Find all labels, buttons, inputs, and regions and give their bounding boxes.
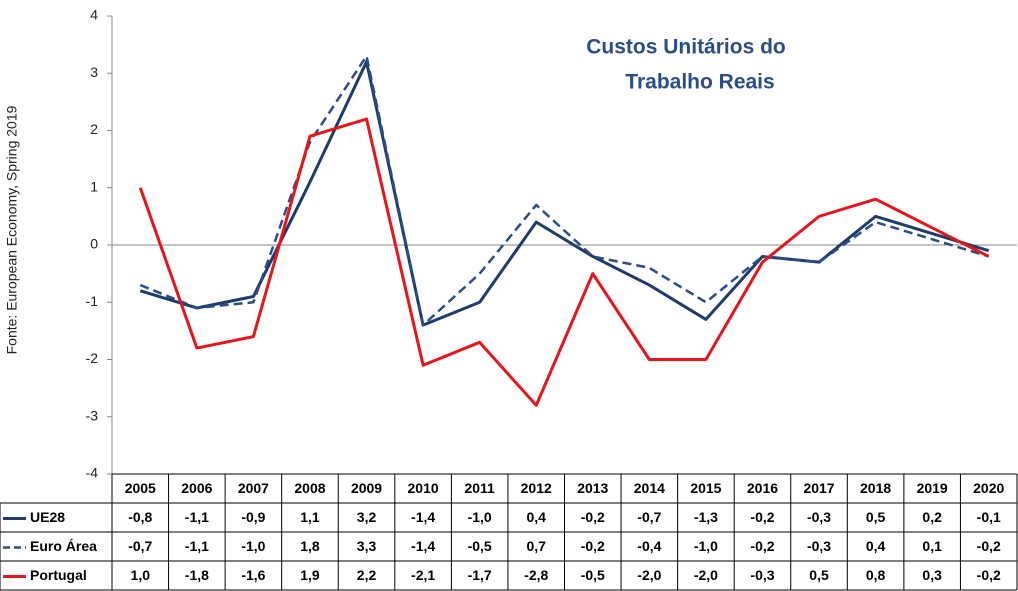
legend-label: Portugal xyxy=(30,567,87,583)
table-value: -0,8 xyxy=(128,509,152,525)
y-tick-label: 2 xyxy=(90,121,98,137)
table-value: 0,3 xyxy=(922,567,942,583)
table-value: -0,2 xyxy=(977,567,1001,583)
table-value: -1,0 xyxy=(241,538,265,554)
x-tick-label: 2016 xyxy=(747,480,778,496)
y-tick-label: -2 xyxy=(86,350,99,366)
table-value: -0,5 xyxy=(581,567,605,583)
x-tick-label: 2005 xyxy=(125,480,156,496)
table-value: -1,4 xyxy=(411,538,435,554)
chart-title: Custos Unitários do xyxy=(586,36,786,59)
y-tick-label: -1 xyxy=(86,293,99,309)
y-axis-label: Fonte: European Economy, Spring 2019 xyxy=(4,105,20,354)
table-value: -2,0 xyxy=(637,567,661,583)
table-value: 0,7 xyxy=(526,538,546,554)
table-value: -0,2 xyxy=(581,538,605,554)
y-tick-label: 1 xyxy=(90,178,98,194)
y-tick-label: 4 xyxy=(90,7,98,23)
table-value: -0,7 xyxy=(637,509,661,525)
table-value: -2,8 xyxy=(524,567,548,583)
x-tick-label: 2018 xyxy=(860,480,891,496)
series-line xyxy=(138,117,990,407)
table-value: -0,7 xyxy=(128,538,152,554)
table-value: -0,4 xyxy=(637,538,661,554)
table-value: 0,5 xyxy=(866,509,886,525)
table-value: -1,6 xyxy=(241,567,265,583)
table-value: -2,1 xyxy=(411,567,435,583)
x-tick-label: 2015 xyxy=(690,480,721,496)
table-value: -0,2 xyxy=(581,509,605,525)
table-value: -0,3 xyxy=(807,509,831,525)
table-value: -0,9 xyxy=(241,509,265,525)
x-tick-label: 2010 xyxy=(408,480,439,496)
table-value: 0,8 xyxy=(866,567,886,583)
table-value: 2,2 xyxy=(357,567,377,583)
table-value: -1,0 xyxy=(694,538,718,554)
table-value: -0,3 xyxy=(807,538,831,554)
table-value: 0,4 xyxy=(526,509,546,525)
table-value: -1,7 xyxy=(468,567,492,583)
legend-label: Euro Área xyxy=(30,538,97,554)
y-tick-label: 3 xyxy=(90,64,98,80)
series-line xyxy=(139,54,990,327)
table-value: -1,0 xyxy=(468,509,492,525)
x-tick-label: 2020 xyxy=(973,480,1004,496)
table-value: -1,4 xyxy=(411,509,435,525)
chart-title: Trabalho Reais xyxy=(625,71,774,94)
x-tick-label: 2017 xyxy=(803,480,834,496)
x-tick-label: 2009 xyxy=(351,480,382,496)
y-tick-label: -4 xyxy=(86,465,99,481)
table-value: -1,8 xyxy=(185,567,209,583)
x-tick-label: 2008 xyxy=(294,480,325,496)
table-value: -0,3 xyxy=(750,567,774,583)
table-value: 1,8 xyxy=(300,538,320,554)
table-value: -1,1 xyxy=(185,509,209,525)
x-tick-label: 2014 xyxy=(634,480,665,496)
table-value: 1,0 xyxy=(131,567,151,583)
table-value: 0,4 xyxy=(866,538,886,554)
table-value: 3,3 xyxy=(357,538,377,554)
table-value: 0,2 xyxy=(922,509,942,525)
y-tick-label: -3 xyxy=(86,407,99,423)
table-value: -0,2 xyxy=(977,538,1001,554)
table-value: 0,5 xyxy=(809,567,829,583)
table-value: -1,1 xyxy=(185,538,209,554)
x-tick-label: 2013 xyxy=(577,480,608,496)
table-value: 0,1 xyxy=(922,538,942,554)
table-value: 1,9 xyxy=(300,567,320,583)
table-value: -2,0 xyxy=(694,567,718,583)
legend-label: UE28 xyxy=(30,509,65,525)
table-value: -0,2 xyxy=(750,509,774,525)
x-tick-label: 2006 xyxy=(181,480,212,496)
table-value: -0,5 xyxy=(468,538,492,554)
x-tick-label: 2007 xyxy=(238,480,269,496)
table-value: -0,2 xyxy=(750,538,774,554)
table-value: -0,1 xyxy=(977,509,1001,525)
table-value: 1,1 xyxy=(300,509,320,525)
x-tick-label: 2011 xyxy=(464,480,495,496)
x-tick-label: 2012 xyxy=(521,480,552,496)
y-tick-label: 0 xyxy=(90,236,98,252)
table-value: 3,2 xyxy=(357,509,377,525)
table-value: -1,3 xyxy=(694,509,718,525)
x-tick-label: 2019 xyxy=(917,480,948,496)
